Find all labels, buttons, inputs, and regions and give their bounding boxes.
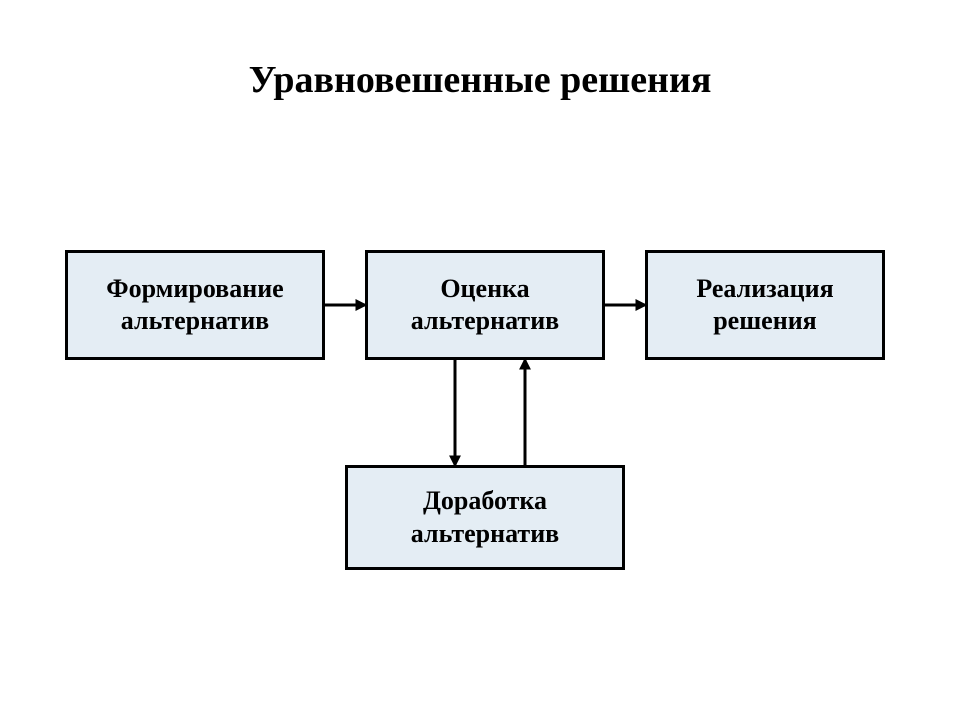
diagram-canvas: Уравновешенные решения Формирование альт… bbox=[0, 0, 960, 720]
node-n4: Доработка альтернатив bbox=[345, 465, 625, 570]
node-n2: Оценка альтернатив bbox=[365, 250, 605, 360]
node-n3: Реализация решения bbox=[645, 250, 885, 360]
edges-layer bbox=[0, 0, 960, 720]
node-n1: Формирование альтернатив bbox=[65, 250, 325, 360]
diagram-title: Уравновешенные решения bbox=[0, 58, 960, 102]
